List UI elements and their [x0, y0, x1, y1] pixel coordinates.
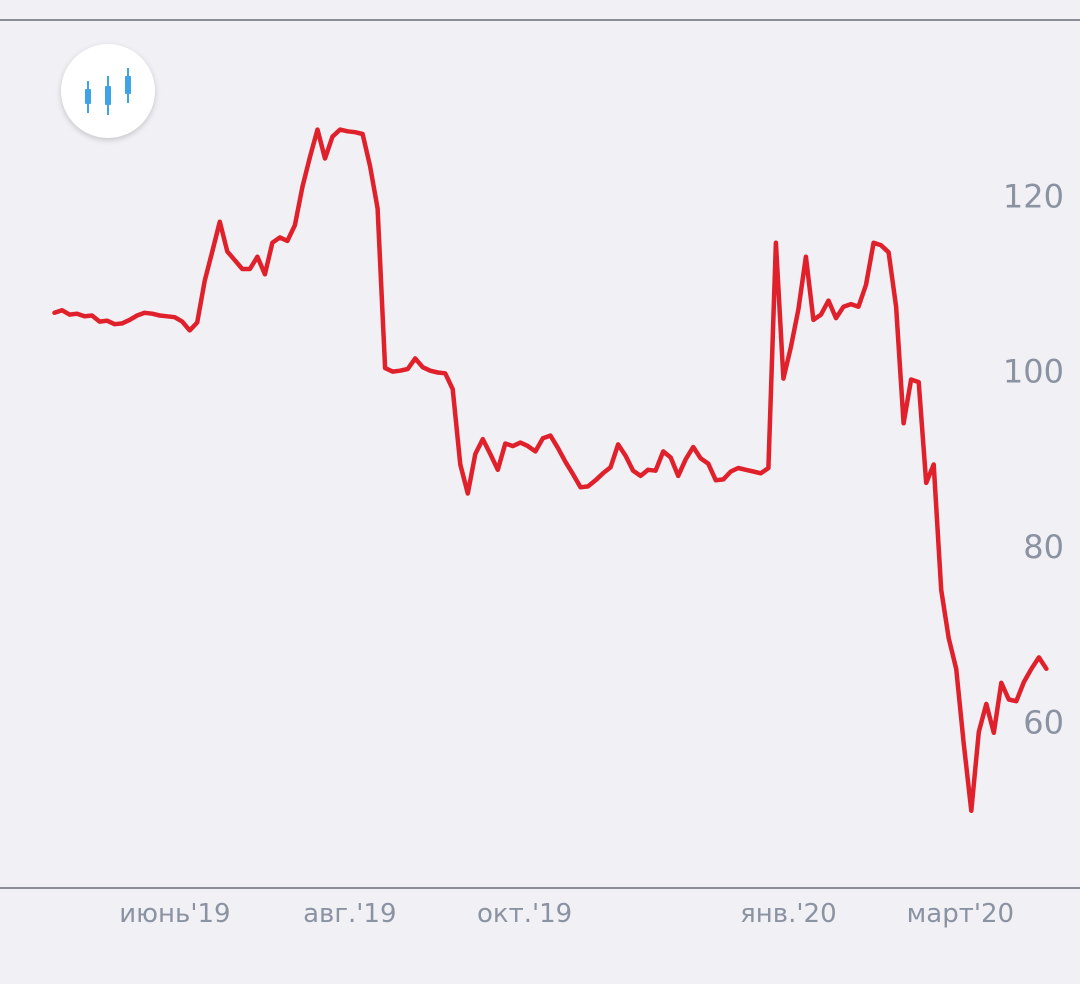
x-axis-tick-labels: июнь'19 авг.'19 окт.'19 янв.'20 март'20 [119, 899, 1014, 929]
x-tick-label: янв.'20 [740, 899, 836, 929]
candlestick-chart-icon [85, 68, 131, 115]
chart-type-toggle-button[interactable] [61, 44, 155, 138]
y-tick-label: 60 [1023, 703, 1064, 741]
x-tick-label: июнь'19 [119, 899, 230, 929]
y-tick-label: 80 [1023, 528, 1064, 566]
x-tick-label: март'20 [907, 899, 1014, 929]
y-axis-tick-labels: 60 80 100 120 [1003, 177, 1064, 741]
x-tick-label: авг.'19 [303, 899, 396, 929]
y-tick-label: 120 [1003, 177, 1064, 215]
price-series-line [52, 127, 1049, 814]
x-tick-label: окт.'19 [477, 899, 572, 929]
y-tick-label: 100 [1003, 353, 1064, 391]
